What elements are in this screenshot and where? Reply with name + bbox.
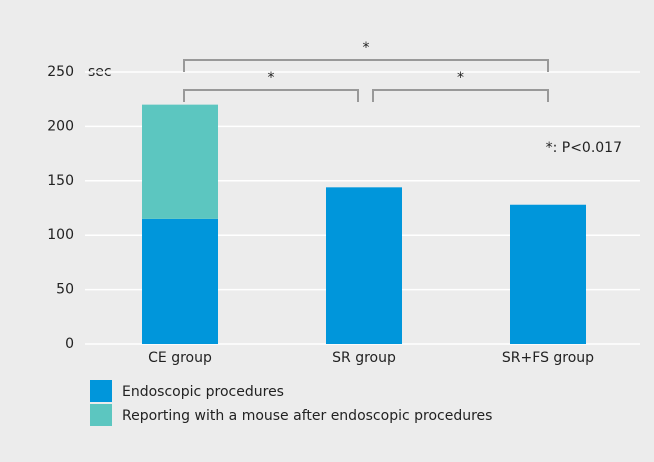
bar-segment xyxy=(510,204,586,344)
bracket xyxy=(372,89,549,102)
legend-label: Reporting with a mouse after endoscopic … xyxy=(122,408,492,424)
significance-mark: * xyxy=(457,70,464,86)
significance-mark: * xyxy=(268,70,275,86)
y-tick-label: 250 xyxy=(47,64,74,80)
legend-swatch xyxy=(90,404,112,426)
significance-mark: * xyxy=(363,40,370,56)
bracket xyxy=(183,89,359,102)
bar-segment xyxy=(326,187,402,344)
bar-segment xyxy=(142,104,218,219)
note: *: P<0.017 xyxy=(546,140,622,156)
y-tick-label: 50 xyxy=(56,282,74,298)
y-tick-label: 100 xyxy=(47,227,74,243)
x-tick-label: SR+FS group xyxy=(502,350,594,366)
bracket xyxy=(183,59,549,72)
legend-label: Endoscopic procedures xyxy=(122,384,284,400)
y-tick-label: 200 xyxy=(47,118,74,134)
x-tick-label: SR group xyxy=(332,350,396,366)
y-tick-label: 150 xyxy=(47,173,74,189)
y-tick-label: 0 xyxy=(65,336,74,352)
bar-segment xyxy=(142,218,218,344)
x-tick-label: CE group xyxy=(148,350,212,366)
legend-swatch xyxy=(90,380,112,402)
